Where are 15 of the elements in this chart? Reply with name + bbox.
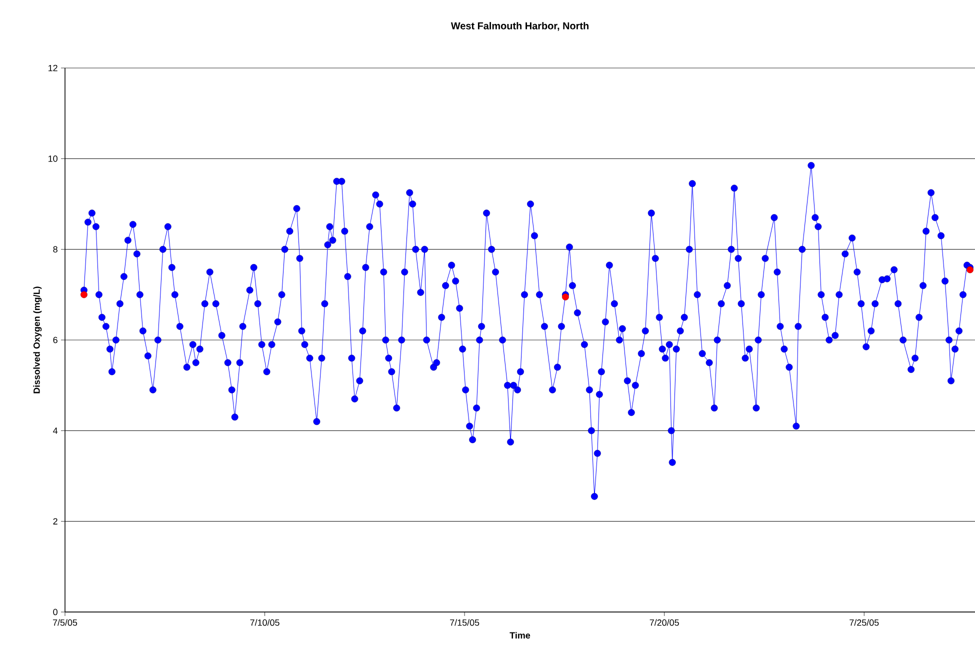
x-tick-label: 7/10/05 [250,619,280,626]
y-tick-label: 12 [48,64,58,72]
chart-title: West Falmouth Harbor, North [450,22,588,31]
y-tick-label: 0 [53,608,58,616]
y-tick-label: 2 [53,518,58,524]
x-tick-label: 7/5/05 [52,619,78,626]
y-axis-title: Dissolved Oxygen (mg/L) [33,286,42,394]
y-tick-label: 4 [53,428,58,434]
x-axis-title: Time [510,632,530,639]
x-tick-label: 7/25/05 [850,619,879,626]
y-tick-label: 10 [48,155,58,162]
x-tick-label: 7/20/05 [650,619,679,626]
x-tick-label: 7/15/05 [450,619,480,626]
y-tick-label: 8 [53,246,58,253]
y-tick-label: 6 [53,336,58,344]
